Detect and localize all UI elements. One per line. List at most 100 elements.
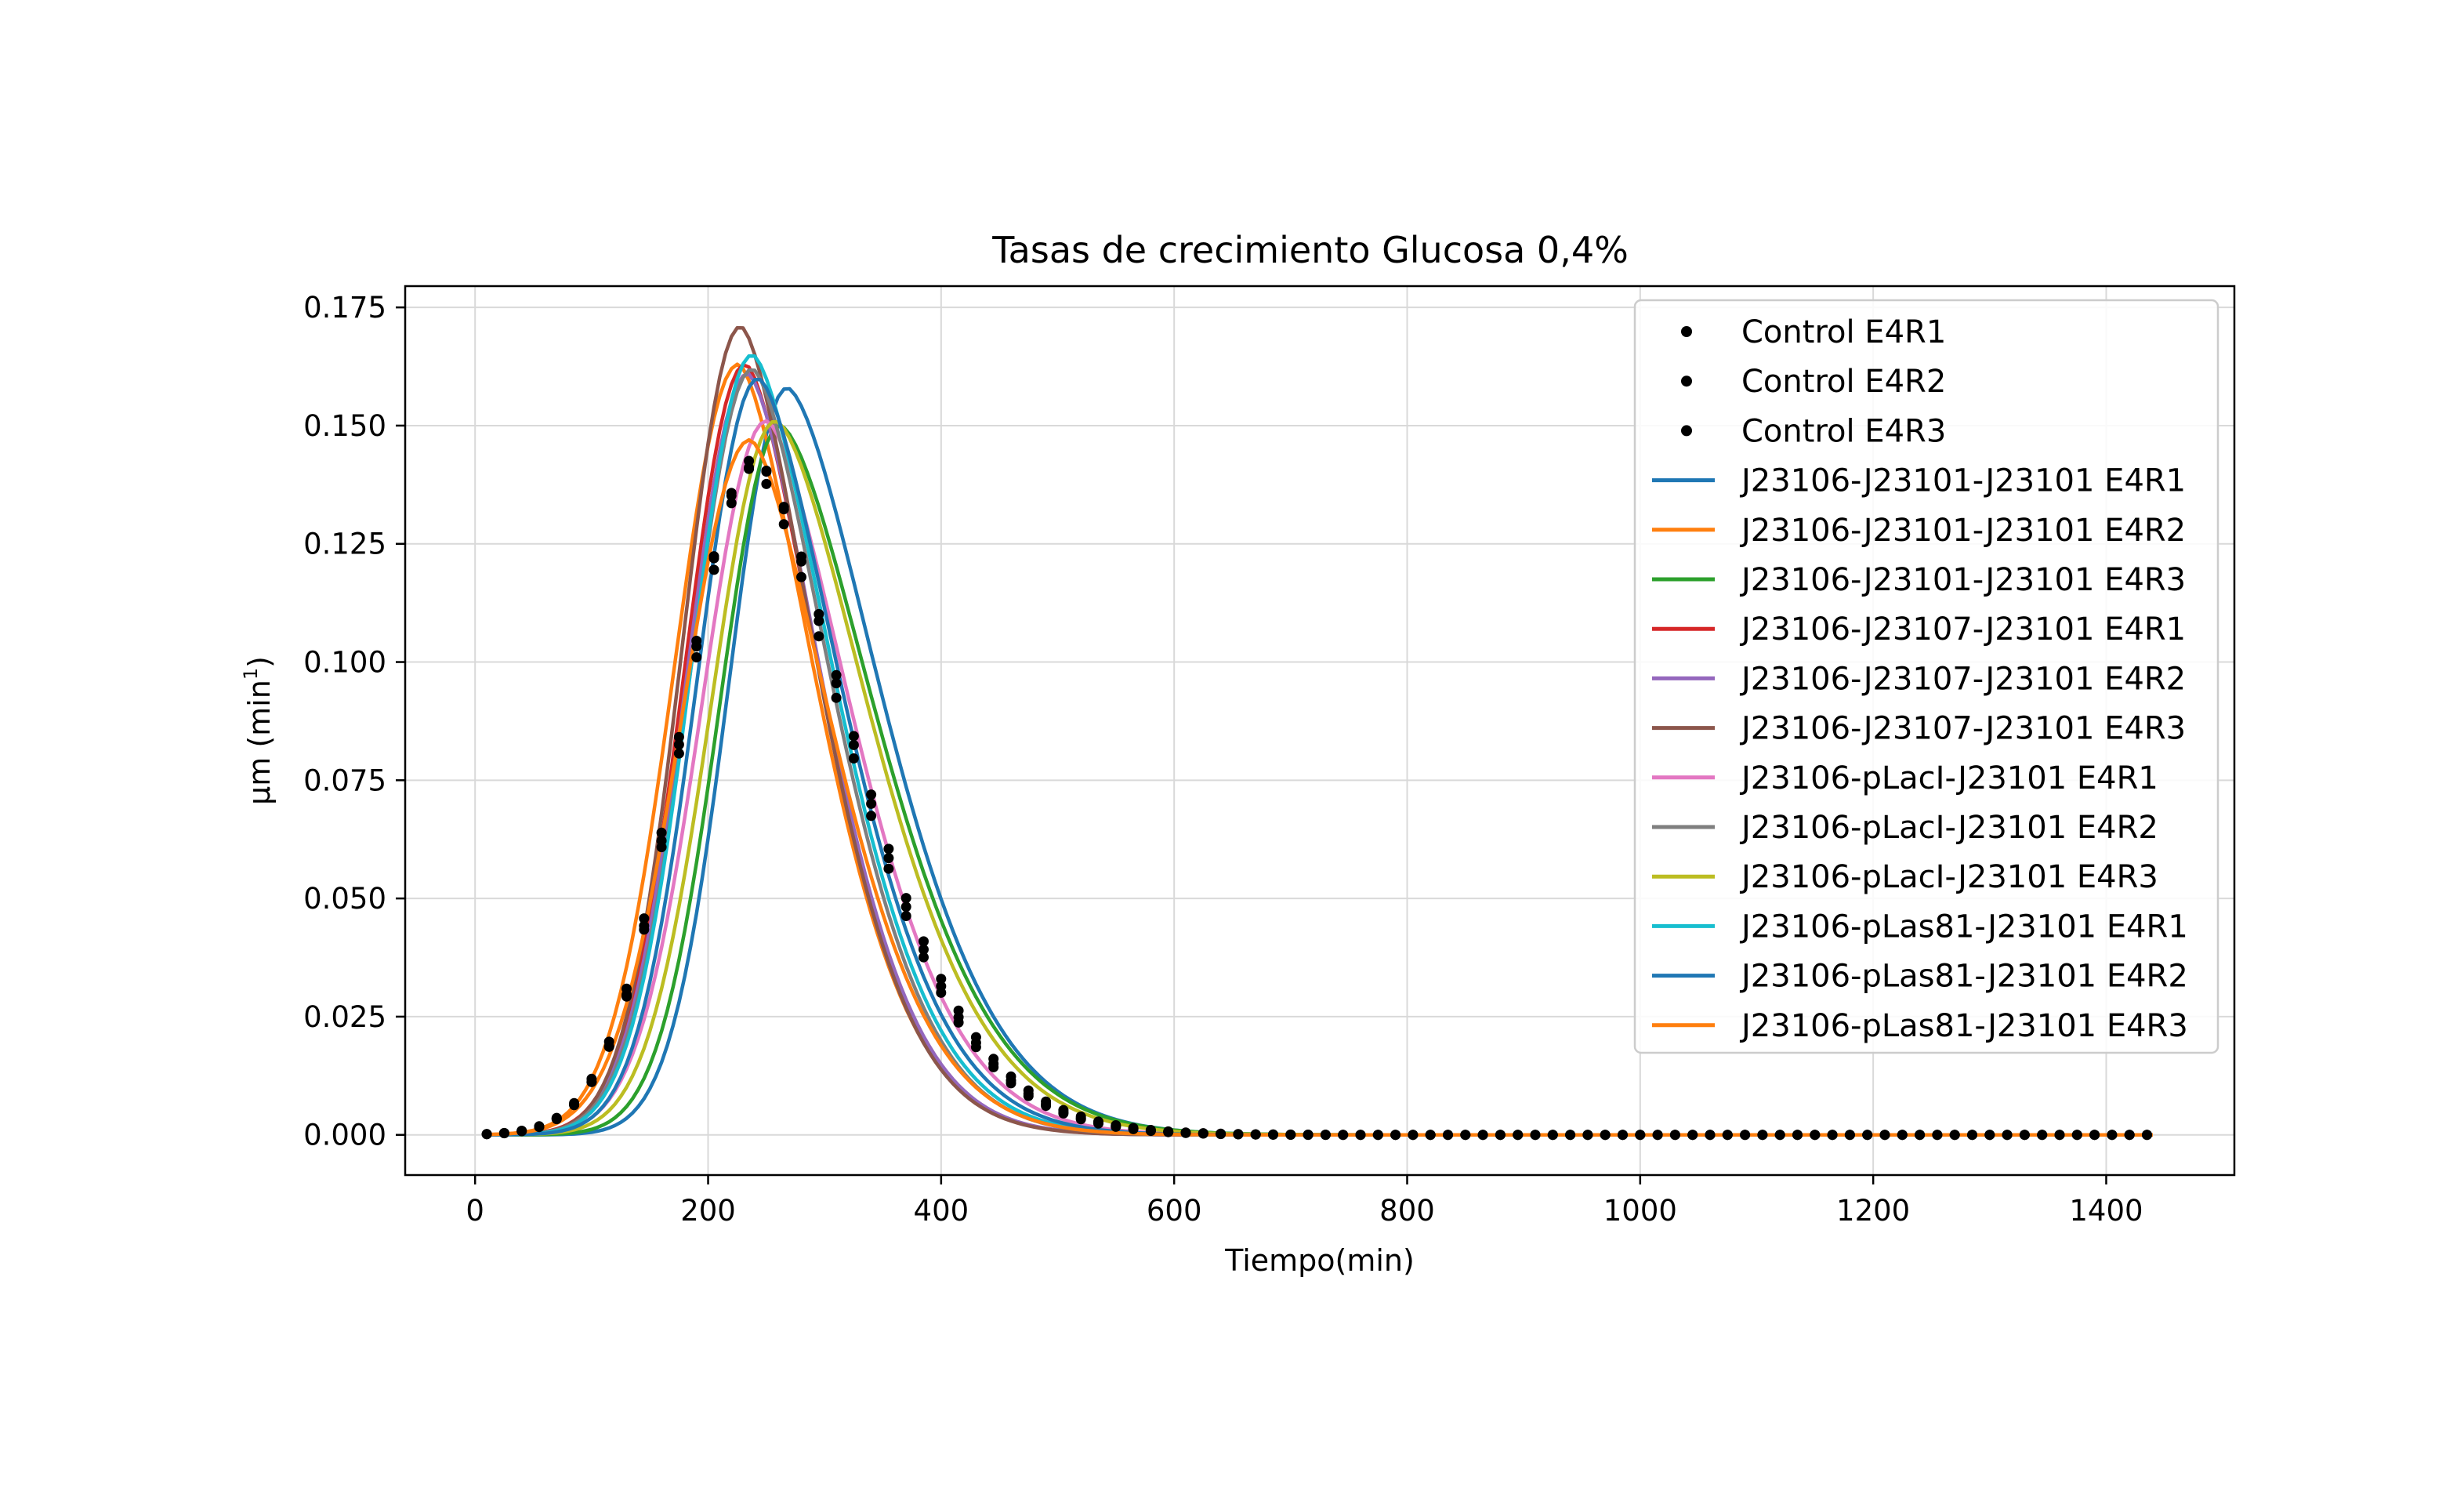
data-point-control-e4r3 xyxy=(900,893,911,904)
data-point-control-e4r3 xyxy=(1635,1130,1646,1141)
data-point-control-e4r3 xyxy=(778,502,789,513)
data-point-control-e4r3 xyxy=(1495,1130,1506,1141)
data-point-control-e4r3 xyxy=(970,1032,981,1043)
legend-entries: Control E4R1 Control E4R2 Control E4R3 J231… xyxy=(1652,314,2188,1044)
x-tick-label: 0 xyxy=(466,1194,484,1228)
data-point-control-e4r3 xyxy=(744,462,755,473)
legend-label-j23106-plas81-j23101-e4r3: J23106-pLas81-J23101 E4R3 xyxy=(1739,1008,2188,1044)
data-point-control-e4r3 xyxy=(481,1129,492,1140)
data-point-control-e4r3 xyxy=(866,789,877,800)
x-axis-ticks: 0 200 400 600 800 1000 1200 1400 xyxy=(466,1175,2143,1228)
data-point-control-e4r2 xyxy=(708,551,719,562)
y-tick-label: 0.125 xyxy=(303,528,386,561)
data-point-control-e4r3 xyxy=(953,1005,964,1016)
legend-label-j23106-placi-j23101-e4r1: J23106-pLacI-J23101 E4R1 xyxy=(1739,760,2158,796)
data-point-control-e4r3 xyxy=(1949,1130,1960,1141)
data-point-control-e4r3 xyxy=(2142,1130,2152,1141)
legend-label-j23106-plas81-j23101-e4r2: J23106-pLas81-J23101 E4R2 xyxy=(1739,959,2188,995)
data-point-control-e4r3 xyxy=(1163,1126,1174,1137)
data-point-control-e4r3 xyxy=(1565,1130,1576,1141)
data-point-control-e4r2 xyxy=(900,911,911,921)
data-point-control-e4r3 xyxy=(1984,1130,1995,1141)
data-point-control-e4r3 xyxy=(691,652,702,662)
x-tick-label: 1000 xyxy=(1603,1194,1677,1228)
data-point-control-e4r3 xyxy=(621,991,632,1002)
data-point-control-e4r3 xyxy=(1600,1130,1611,1141)
data-point-control-e4r3 xyxy=(1722,1130,1733,1141)
data-point-control-e4r2 xyxy=(639,913,650,924)
data-point-control-e4r2 xyxy=(831,692,842,703)
legend-label-control-e4r3: Control E4R3 xyxy=(1741,413,1946,449)
data-point-control-e4r2 xyxy=(673,731,684,742)
data-point-control-e4r1 xyxy=(900,901,911,912)
data-point-control-e4r3 xyxy=(639,924,650,935)
series-layer xyxy=(481,325,2153,1141)
data-point-control-e4r1 xyxy=(883,853,894,864)
x-tick-label: 1400 xyxy=(2069,1194,2143,1228)
legend-label-j23106-j23101-j23101-e4r2: J23106-J23101-J23101 E4R2 xyxy=(1739,513,2186,549)
data-point-control-e4r3 xyxy=(1547,1130,1558,1141)
x-tick-label: 1200 xyxy=(1836,1194,1910,1228)
data-point-control-e4r3 xyxy=(1111,1120,1121,1130)
y-tick-label: 0.150 xyxy=(303,409,386,443)
data-point-control-e4r3 xyxy=(1897,1130,1908,1141)
data-point-control-e4r3 xyxy=(1862,1130,1873,1141)
data-point-control-e4r3 xyxy=(603,1041,614,1052)
data-point-control-e4r3 xyxy=(1093,1116,1103,1127)
data-point-control-e4r2 xyxy=(656,827,667,838)
legend-label-control-e4r2: Control E4R2 xyxy=(1741,364,1946,400)
data-point-control-e4r1 xyxy=(831,678,842,689)
legend-label-j23106-j23101-j23101-e4r3: J23106-J23101-J23101 E4R3 xyxy=(1739,562,2186,598)
data-point-control-e4r1 xyxy=(866,798,877,809)
chart-title: Tasas de crecimiento Glucosa 0,4% xyxy=(991,229,1629,271)
data-point-control-e4r2 xyxy=(778,519,789,530)
data-point-control-e4r3 xyxy=(1128,1123,1139,1134)
data-point-control-e4r3 xyxy=(936,974,947,985)
data-point-control-e4r3 xyxy=(1338,1130,1349,1141)
data-point-control-e4r3 xyxy=(1390,1130,1401,1141)
data-point-control-e4r3 xyxy=(988,1054,999,1065)
data-point-control-e4r3 xyxy=(1530,1130,1541,1141)
data-point-control-e4r3 xyxy=(2107,1130,2118,1141)
legend-label-j23106-j23107-j23101-e4r1: J23106-J23107-J23101 E4R1 xyxy=(1739,611,2186,647)
data-point-control-e4r2 xyxy=(726,490,737,501)
data-point-control-e4r3 xyxy=(1425,1130,1436,1141)
data-point-control-e4r3 xyxy=(1303,1130,1314,1140)
data-point-control-e4r2 xyxy=(970,1042,981,1053)
data-point-control-e4r3 xyxy=(1669,1130,1680,1141)
data-point-control-e4r3 xyxy=(813,608,824,619)
data-point-control-e4r3 xyxy=(1827,1130,1838,1141)
y-tick-label: 0.100 xyxy=(303,646,386,680)
data-point-control-e4r3 xyxy=(1687,1130,1698,1141)
data-point-control-e4r3 xyxy=(1618,1130,1628,1141)
y-axis-label: μm (min1) xyxy=(240,656,277,805)
data-point-control-e4r3 xyxy=(1285,1129,1296,1140)
data-point-control-e4r3 xyxy=(1443,1130,1453,1141)
legend-label-j23106-placi-j23101-e4r2: J23106-pLacI-J23101 E4R2 xyxy=(1739,810,2158,846)
data-point-control-e4r3 xyxy=(498,1128,509,1138)
data-point-control-e4r3 xyxy=(569,1099,580,1110)
x-tick-label: 600 xyxy=(1147,1194,1202,1228)
data-point-control-e4r3 xyxy=(1844,1130,1855,1141)
data-point-control-e4r3 xyxy=(1967,1130,1977,1141)
data-point-control-e4r3 xyxy=(1932,1130,1943,1141)
data-point-control-e4r3 xyxy=(1652,1130,1663,1141)
data-point-control-e4r2 xyxy=(796,571,806,582)
data-point-control-e4r1 xyxy=(673,739,684,750)
data-point-control-e4r3 xyxy=(1355,1130,1366,1141)
data-point-control-e4r3 xyxy=(1408,1130,1419,1141)
data-point-control-e4r3 xyxy=(1058,1105,1069,1115)
x-axis-label: Tiempo(min) xyxy=(1224,1243,1415,1278)
y-axis-ticks: 0.000 0.025 0.050 0.075 0.100 0.125 0.150 0.175 xyxy=(303,291,405,1152)
data-point-control-e4r3 xyxy=(761,466,772,477)
data-point-control-e4r3 xyxy=(534,1121,545,1132)
x-tick-label: 800 xyxy=(1379,1194,1435,1228)
data-point-control-e4r3 xyxy=(2037,1130,2048,1141)
data-point-control-e4r2 xyxy=(761,478,772,489)
data-point-control-e4r3 xyxy=(1460,1130,1471,1141)
data-point-control-e4r3 xyxy=(1268,1129,1278,1140)
legend-label-j23106-plas81-j23101-e4r1: J23106-pLas81-J23101 E4R1 xyxy=(1739,909,2188,945)
data-point-control-e4r3 xyxy=(796,551,806,562)
data-point-control-e4r2 xyxy=(866,811,877,822)
data-point-control-e4r3 xyxy=(1477,1130,1488,1141)
